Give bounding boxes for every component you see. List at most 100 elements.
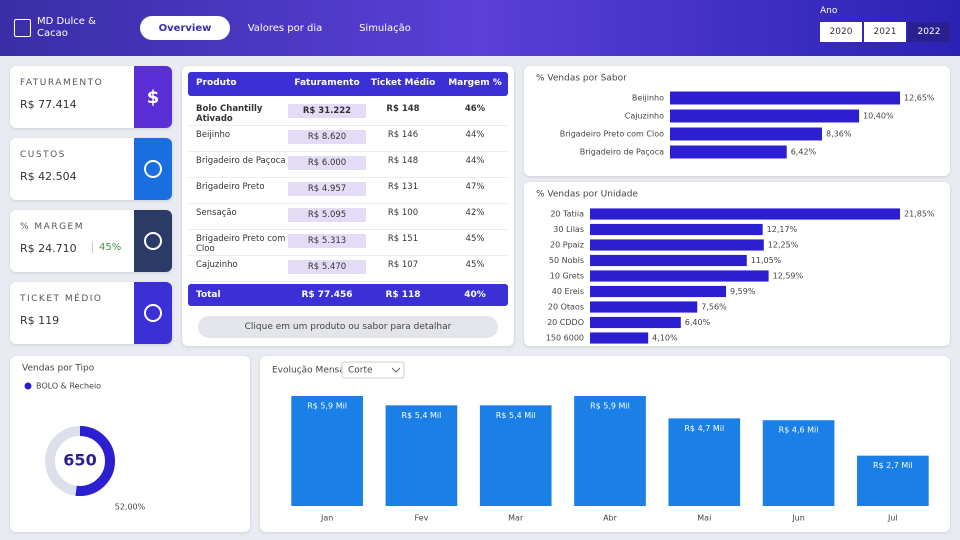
x-tick-label: Fev [415,514,429,523]
chart-title: Evolução Mensal [272,366,347,376]
nav-tab[interactable]: Overview [140,16,230,40]
table-cell: Bolo Chantilly Ativado [196,104,263,124]
table-total-row: Total R$ 77.456 R$ 118 40% [188,284,508,306]
table-row[interactable]: Bolo Chantilly Ativado R$ 31.222 R$ 148 46% [188,100,508,126]
value-label: 4,10% [652,334,678,343]
tab-label: Overview [158,22,212,34]
value-label: R$ 5,4 Mil [496,411,536,420]
bar-chart: % Vendas por Sabor Beijinho 12,65% Cajuzinh… [536,74,935,159]
bar [590,239,764,251]
kpi-label: CUSTOS [20,150,66,160]
logo-text: MD Dulce & Cacao [36,16,96,39]
table-cell: 44% [465,156,485,166]
column [291,396,363,506]
nav-tab[interactable]: Valores por dia [240,16,330,40]
table-cell: Beijinho [196,130,231,140]
table-cell: 47% [465,182,485,192]
bar [590,254,747,267]
table-row[interactable]: Brigadeiro Preto com Cloo R$ 5.313 R$ 151 4… [188,230,508,256]
header: MD Dulce & Cacao Overview Valores por dia S… [0,0,960,56]
nav-tab[interactable]: Simulação [340,16,430,40]
table-row[interactable]: Sensação R$ 5.095 R$ 100 42% [188,204,508,230]
value-label: R$ 5,9 Mil [307,402,347,411]
table-cell: R$ 146 [387,130,419,140]
value-label: 10,40% [863,112,894,121]
year-label: Ano [820,6,838,16]
unit-chart-panel: % Vendas por Unidade 20 Tatiia 21,85% 30 Li… [524,182,950,346]
logo: MD Dulce & Cacao [14,12,124,44]
bar [670,91,900,105]
table-cell: Brigadeiro Preto com Cloo [196,234,286,254]
value-label: 21,85% [904,210,935,219]
monthly-chart-panel: Evolução Mensal Corte R$ 5,9 Mil Jan R$ 5,4 … [260,356,950,532]
category-label: Brigadeiro de Paçoca [580,148,664,157]
donut-arc [45,426,115,496]
x-tick-label: Abr [603,514,618,523]
value-label: 7,56% [701,303,727,312]
table-cell: 45% [465,260,485,270]
bar [590,208,900,220]
kpi-icon-tile [134,138,172,200]
column [857,455,929,506]
value-label: 8,36% [826,130,852,139]
table-cell: 42% [465,208,485,218]
table-cell: Sensação [196,208,237,218]
bar [590,285,727,298]
filter-dropdown[interactable]: Corte [341,361,405,379]
bar [590,332,649,344]
value-label: 6,40% [685,318,711,327]
category-label: 20 Otaos [548,303,584,312]
kpi-icon-shape [144,232,162,250]
legend-marker [24,382,32,390]
category-label: 20 Tatiia [550,210,584,219]
drill-hint-button[interactable]: Clique em um produto ou sabor para detal… [198,316,498,338]
kpi-badge: 45% [92,242,121,253]
table-cell: R$ 5.095 [288,208,366,222]
kpi-card: TICKET MÉDIO R$ 119 [10,282,172,344]
column-header: Faturamento [294,78,360,88]
table-cell: R$ 148 [386,104,420,114]
tab-label: Valores por dia [247,22,323,34]
table-cell: 46% [464,104,486,114]
column-chart: Evolução Mensal Corte R$ 5,9 Mil Jan R$ 5,4 … [272,361,929,523]
table-row[interactable]: Brigadeiro de Paçoca R$ 6.000 R$ 148 44% [188,152,508,178]
total-cell: R$ 118 [385,290,421,300]
value-label: R$ 4,6 Mil [779,426,819,435]
table-cell: Brigadeiro de Paçoca [196,156,286,166]
column [762,420,835,506]
column [385,405,458,506]
kpi-value: R$ 77.414 [20,98,77,111]
table-row[interactable]: Beijinho R$ 8.620 R$ 146 44% [188,126,508,152]
category-label: Beijinho [632,94,664,103]
value-label: 6,42% [791,148,817,157]
table-cell: Brigadeiro Preto [196,182,265,192]
category-label: 20 CDDO [547,318,584,327]
kpi-label: % MARGEM [20,222,85,232]
value-label: 12,25% [768,241,799,250]
bar [670,127,822,141]
year-button[interactable]: 2021 [864,22,906,42]
hint-text: Clique em um produto ou sabor para detal… [244,322,452,332]
kpi-label: FATURAMENTO [20,78,104,88]
column-header: Produto [196,78,237,88]
value-label: R$ 5,9 Mil [590,402,630,411]
table-cell: 45% [465,234,485,244]
category-label: 30 Lilas [553,225,584,234]
donut-chart: Vendas por Tipo BOLO & Recheio 650 52,00% [22,364,146,512]
table-row[interactable]: Brigadeiro Preto R$ 4.957 R$ 131 47% [188,178,508,204]
column [574,396,646,506]
table-cell: R$ 6.000 [288,156,366,170]
donut-center-label: 650 [63,451,96,470]
year-button[interactable]: 2022 [908,22,950,42]
type-chart-panel: Vendas por Tipo BOLO & Recheio 650 52,00% [10,356,250,532]
year-text: 2020 [829,27,853,37]
x-tick-label: Jul [887,514,898,523]
kpi-icon-shape [144,304,162,322]
year-button[interactable]: 2020 [820,22,862,42]
table-row[interactable]: Cajuzinho R$ 5.470 R$ 107 45% [188,256,508,282]
kpi-value: R$ 24.710 [20,242,77,255]
value-label: 12,59% [773,272,804,281]
product-table-panel: Produto Faturamento Ticket Médio Margem % Bo… [182,66,514,346]
bar-chart: % Vendas por Unidade 20 Tatiia 21,85% 30 Li… [536,190,935,344]
table-cell: 44% [465,130,485,140]
